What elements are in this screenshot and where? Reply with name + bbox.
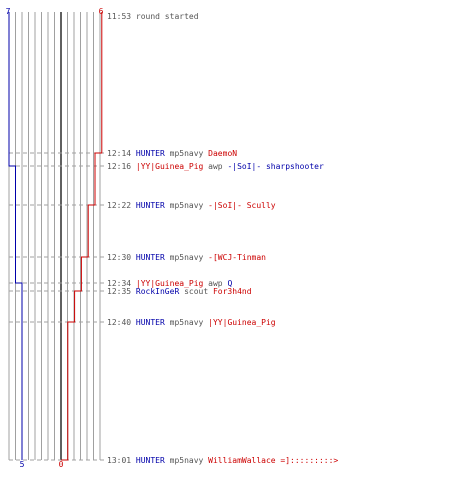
event-log: 11:53 round started 12:14 HUNTER mp5navy … xyxy=(107,12,338,465)
event-part: scout xyxy=(179,287,213,296)
event-part: For3h4nd xyxy=(213,287,252,296)
event-entry: 11:53 round started xyxy=(107,12,199,21)
event-time: 13:01 xyxy=(107,456,136,465)
event-part: mp5navy xyxy=(165,253,208,262)
event-guide-lines xyxy=(9,152,104,461)
event-part: HUNTER xyxy=(136,149,165,158)
event-part: -|SoI|- sharpshooter xyxy=(227,162,324,171)
event-entry: 13:01 HUNTER mp5navy WilliamWallace =]::… xyxy=(107,456,338,465)
event-time: 11:53 xyxy=(107,12,136,21)
event-part: |YY|Guinea_Pig xyxy=(136,162,204,171)
event-entry: 12:16 |YY|Guinea_Pig awp -|SoI|- sharpsh… xyxy=(107,162,324,171)
event-time: 12:16 xyxy=(107,162,136,171)
event-entry: 12:35 RockInGeR scout For3h4nd xyxy=(107,287,252,296)
event-part: HUNTER xyxy=(136,253,165,262)
event-part: mp5navy xyxy=(165,318,208,327)
event-part: Q xyxy=(227,279,232,288)
event-entry: 12:22 HUNTER mp5navy -|SoI|- Scully xyxy=(107,201,276,210)
event-part: mp5navy xyxy=(165,149,208,158)
event-part: DaemoN xyxy=(208,149,237,158)
blue-team-end-count: 5 xyxy=(20,460,25,469)
red-team-start-count: 6 xyxy=(99,7,104,16)
event-entry: 12:30 HUNTER mp5navy -[WCJ-Tinman xyxy=(107,253,266,262)
red-team-line xyxy=(61,12,103,461)
event-part: |YY|Guinea_Pig xyxy=(136,279,204,288)
event-part: WilliamWallace =]:::::::::> xyxy=(208,456,338,465)
event-part: RockInGeR xyxy=(136,287,180,296)
event-time: 12:14 xyxy=(107,149,136,158)
event-part: |YY|Guinea_Pig xyxy=(208,318,276,327)
event-part: mp5navy xyxy=(165,201,208,210)
event-part: -[WCJ-Tinman xyxy=(208,253,266,262)
event-time: 12:22 xyxy=(107,201,136,210)
event-part: mp5navy xyxy=(165,456,208,465)
event-entry: 12:34 |YY|Guinea_Pig awp Q xyxy=(107,279,232,288)
event-entry: 12:14 HUNTER mp5navy DaemoN xyxy=(107,149,237,158)
blue-team-start-count: 7 xyxy=(6,7,11,16)
blue-team-line xyxy=(8,12,23,460)
event-part: HUNTER xyxy=(136,201,165,210)
team-count-lines xyxy=(8,12,103,461)
event-part: round started xyxy=(136,12,199,21)
event-part: awp xyxy=(203,162,227,171)
red-team-end-count: 0 xyxy=(59,460,64,469)
event-entry: 12:40 HUNTER mp5navy |YY|Guinea_Pig xyxy=(107,318,276,327)
event-time: 12:34 xyxy=(107,279,136,288)
event-part: awp xyxy=(203,279,227,288)
event-part: -|SoI|- Scully xyxy=(208,201,276,210)
event-time: 12:30 xyxy=(107,253,136,262)
event-part: HUNTER xyxy=(136,456,165,465)
score-grid xyxy=(8,12,101,460)
event-part: HUNTER xyxy=(136,318,165,327)
event-time: 12:35 xyxy=(107,287,136,296)
event-time: 12:40 xyxy=(107,318,136,327)
